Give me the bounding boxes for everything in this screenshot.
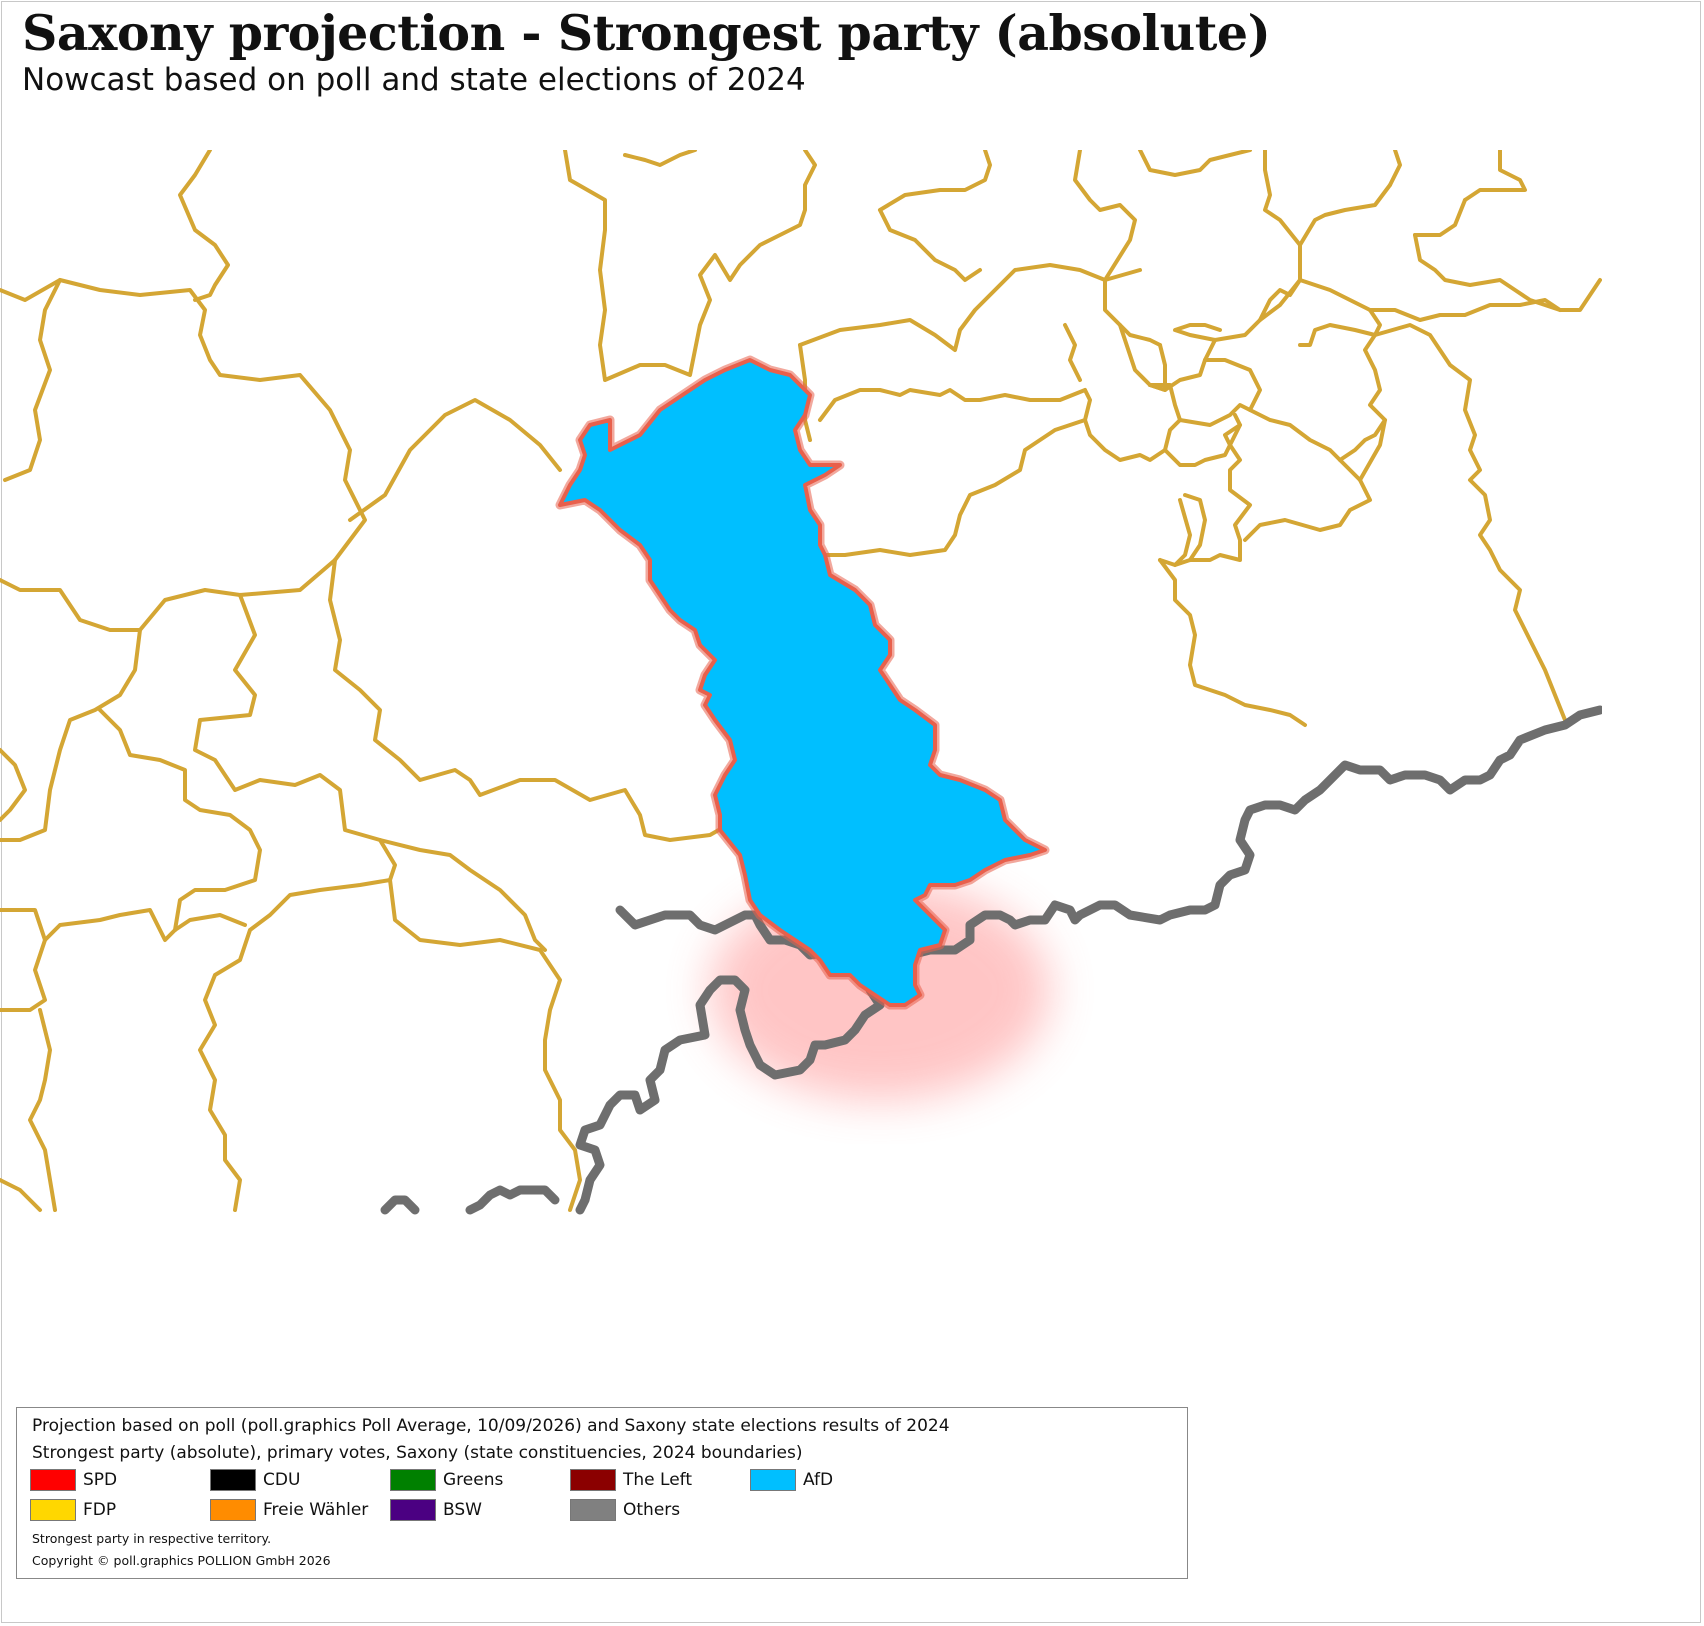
boundary-line: [1243, 408, 1372, 542]
state-border: [465, 1185, 560, 1215]
legend-item-the-left: The Left: [570, 1468, 750, 1492]
legend-label: SPD: [83, 1470, 118, 1490]
boundary-line: [198, 878, 392, 1212]
legend-item-others: Others: [570, 1498, 750, 1522]
legend-note: Strongest party in respective territory.: [32, 1531, 272, 1546]
boundary-line: [1158, 423, 1252, 567]
legend-source-line: Projection based on poll (poll.graphics …: [32, 1416, 950, 1436]
boundary-line: [1463, 150, 1527, 202]
legend-item-fdp: FDP: [30, 1498, 210, 1522]
legend-label: BSW: [443, 1500, 482, 1520]
boundary-line: [0, 628, 142, 842]
boundary-line: [1083, 418, 1167, 462]
boundary-line: [1413, 198, 1467, 237]
boundary-line: [1413, 233, 1602, 312]
constituency-map: [0, 150, 1602, 1215]
boundary-line: [1173, 498, 1192, 567]
boundary-line: [0, 908, 47, 1012]
legend-swatch: [210, 1499, 256, 1521]
boundary-line: [878, 150, 992, 212]
boundary-line: [1148, 343, 1167, 392]
boundary-line: [378, 838, 547, 952]
legend-label: Greens: [443, 1470, 504, 1490]
legend-label: FDP: [83, 1500, 117, 1520]
map-title: Saxony projection - Strongest party (abs…: [22, 4, 1271, 62]
state-border: [575, 935, 925, 1215]
legend-label: Others: [623, 1500, 681, 1520]
legend-swatch: [30, 1499, 76, 1521]
boundary-line: [0, 1178, 42, 1212]
boundary-line: [1118, 323, 1162, 347]
boundary-line: [1258, 278, 1302, 322]
legend-item-bsw: BSW: [390, 1498, 570, 1522]
constituency-boundaries: [0, 150, 1602, 1212]
legend-swatch: [570, 1469, 616, 1491]
legend-item-spd: SPD: [30, 1468, 210, 1492]
legend-item-freie-waehler: Freie Wähler: [210, 1498, 390, 1522]
boundary-line: [563, 150, 817, 382]
state-border: [380, 1195, 420, 1215]
boundary-line: [1388, 150, 1402, 187]
boundary-line: [1298, 183, 1392, 247]
copyright-text: Copyright © poll.graphics POLLION GmbH 2…: [32, 1553, 331, 1568]
boundary-line: [0, 278, 367, 562]
boundary-line: [3, 278, 62, 482]
legend-swatch: [390, 1469, 436, 1491]
boundary-line: [0, 558, 337, 632]
boundary-line: [1373, 323, 1567, 722]
boundary-line: [98, 708, 262, 932]
boundary-line: [1158, 558, 1307, 727]
legend-swatch: [390, 1499, 436, 1521]
boundary-line: [798, 263, 1142, 352]
boundary-line: [1368, 298, 1562, 322]
boundary-line: [1073, 150, 1182, 422]
legend-items: SPD CDU Greens The Left AfD FDP Freie Wä…: [30, 1468, 930, 1522]
legend-item-greens: Greens: [390, 1468, 570, 1492]
boundary-line: [1298, 278, 1382, 337]
boundary-line: [1163, 418, 1182, 452]
boundary-line: [1183, 493, 1207, 562]
boundary-line: [1138, 150, 1252, 177]
boundary-line: [388, 878, 582, 1212]
state-border: [615, 705, 1602, 965]
boundary-line: [178, 150, 230, 302]
boundary-line: [1163, 413, 1242, 467]
boundary-line: [0, 748, 27, 822]
legend-swatch: [570, 1499, 616, 1521]
boundary-line: [823, 388, 1092, 557]
legend-description-line: Strongest party (absolute), primary vote…: [32, 1443, 803, 1463]
boundary-line: [1173, 150, 1302, 342]
legend-swatch: [750, 1469, 796, 1491]
legend-swatch: [30, 1469, 76, 1491]
boundary-line: [623, 150, 697, 167]
boundary-line: [1063, 323, 1082, 382]
boundary-line: [193, 593, 397, 882]
boundary-line: [28, 1008, 57, 1212]
boundary-line: [348, 398, 562, 522]
map-subtitle: Nowcast based on poll and state election…: [22, 62, 806, 98]
boundary-line: [43, 908, 247, 942]
legend-label: CDU: [263, 1470, 301, 1490]
boundary-line: [328, 558, 747, 842]
boundary-line: [1178, 358, 1262, 427]
legend-label: Freie Wähler: [263, 1500, 369, 1520]
boundary-line: [818, 388, 1087, 422]
legend-swatch: [210, 1469, 256, 1491]
legend-item-afd: AfD: [750, 1468, 930, 1492]
legend-label: AfD: [803, 1470, 834, 1490]
boundary-line: [1338, 418, 1387, 462]
legend-label: The Left: [623, 1470, 693, 1490]
legend-item-cdu: CDU: [210, 1468, 390, 1492]
boundary-line: [878, 208, 982, 282]
constituency-afd-fill: [558, 358, 1047, 1007]
legend: Projection based on poll (poll.graphics …: [16, 1407, 1188, 1579]
